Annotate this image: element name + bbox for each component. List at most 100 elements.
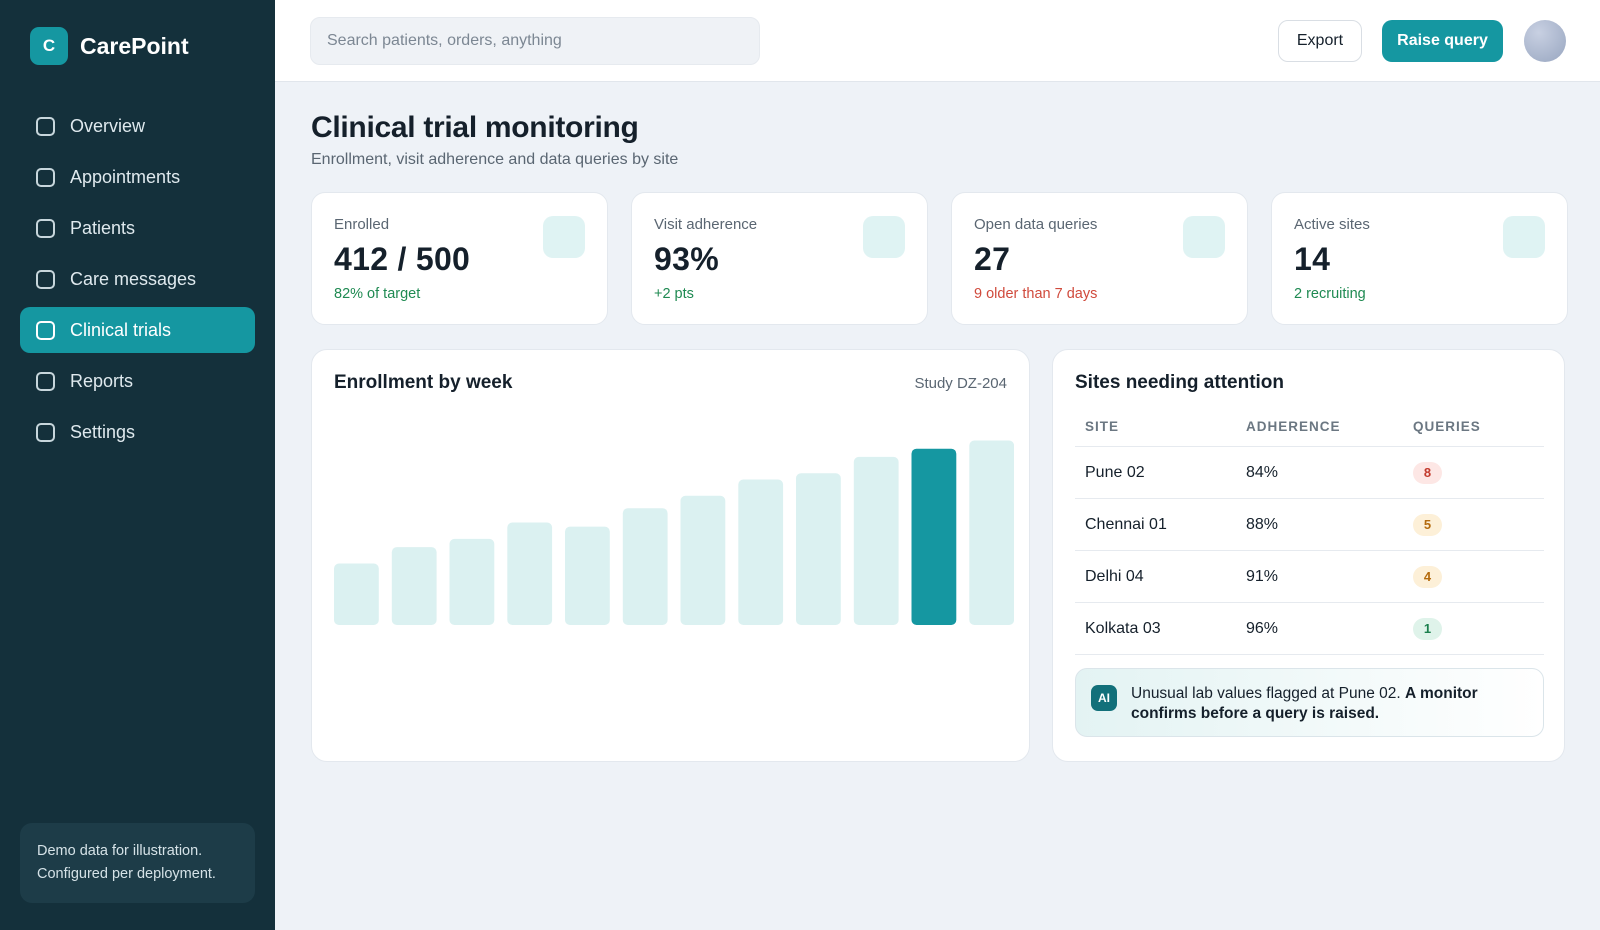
sidebar-item-appointments[interactable]: Appointments [20,154,255,200]
sidebar-item-label: Overview [70,115,146,136]
queries-count-badge: 4 [1413,565,1442,588]
enrollment-bar-chart [334,440,1014,625]
settings-icon [36,422,55,442]
site-adherence: 91% [1246,567,1279,585]
sites-title: Sites needing attention [1075,372,1285,393]
reports-icon [36,371,55,391]
study-tag: Study DZ-204 [914,375,1007,392]
kpi-card-enrolled: Enrolled 412 / 500 82% of target [311,192,608,325]
column-header-queries: QUERIES [1413,419,1481,434]
kpi-value: 27 [974,241,1011,277]
column-header-site: SITE [1085,419,1120,434]
raise-query-button[interactable]: Raise query [1382,20,1503,62]
care-messages-icon [36,269,55,289]
ai-note-main: Unusual lab values flagged at Pune 02. [1131,685,1401,702]
sidebar-item-reports[interactable]: Reports [20,358,255,404]
queries-count-badge: 1 [1413,617,1442,640]
enrollment-title: Enrollment by week [334,372,513,393]
queries-count-badge: 5 [1413,513,1442,536]
user-avatar[interactable] [1524,20,1566,62]
kpi-delta: +2 pts [654,286,694,302]
sites-panel: Sites needing attention SITE ADHERENCE Q… [1052,349,1565,762]
enrollment-bar [853,456,899,625]
search-box[interactable] [310,17,760,65]
sidebar-item-care-messages[interactable]: Care messages [20,256,255,302]
sidebar-item-label: Patients [70,217,136,238]
queries-count-badge: 8 [1413,461,1442,484]
kpi-value: 93% [654,241,719,277]
overview-icon [36,116,55,136]
sidebar-nav: Overview Appointments Patients Care mess… [20,103,255,460]
patients-icon [36,218,55,238]
kpi-icon [1503,216,1545,258]
site-adherence: 96% [1246,619,1279,637]
kpi-label: Active sites [1294,216,1370,233]
kpi-delta: 82% of target [334,286,421,302]
clinical-trials-icon [36,320,55,340]
brand[interactable]: C CarePoint [30,27,189,65]
demo-note-line1: Demo data for illustration. [37,843,203,859]
site-name: Pune 02 [1085,463,1145,481]
kpi-value: 412 / 500 [334,241,471,277]
topbar: Export Raise query [275,0,1600,82]
demo-note-line2: Configured per deployment. [37,866,216,882]
enrollment-bar [334,563,379,625]
sidebar-item-label: Clinical trials [70,319,172,340]
enrollment-bar [680,495,726,625]
enrollment-bar [449,538,495,625]
table-row[interactable]: Delhi 04 91% 4 [1075,551,1544,603]
ai-icon: AI [1091,685,1117,711]
sidebar-item-patients[interactable]: Patients [20,205,255,251]
enrollment-bar [796,473,841,625]
kpi-value: 14 [1294,241,1331,277]
enrollment-bar [738,479,784,625]
export-button[interactable]: Export [1278,20,1362,62]
kpi-label: Visit adherence [654,216,758,233]
brand-logo: C [30,27,68,65]
sites-table: SITE ADHERENCE QUERIES Pune 02 84% 8 Che… [1075,407,1544,655]
site-name: Delhi 04 [1085,567,1144,585]
sidebar-item-label: Appointments [70,166,181,187]
ai-note-emphasis: A monitor confirms before a query is rai… [1131,685,1478,722]
kpi-label: Open data queries [974,216,1098,233]
page-subtitle: Enrollment, visit adherence and data que… [311,151,679,168]
table-row[interactable]: Kolkata 03 96% 1 [1075,603,1544,655]
site-adherence: 88% [1246,515,1279,533]
site-name: Kolkata 03 [1085,619,1161,637]
kpi-icon [863,216,905,258]
sidebar-item-overview[interactable]: Overview [20,103,255,149]
enrollment-panel: Enrollment by week Study DZ-204 [311,349,1030,762]
sidebar-item-label: Reports [70,370,134,391]
search-input[interactable] [311,18,759,64]
enrollment-bar [622,508,668,625]
site-adherence: 84% [1246,463,1279,481]
kpi-icon [543,216,585,258]
ai-note-text: Unusual lab values flagged at Pune 02. A… [1131,684,1531,724]
kpi-delta: 2 recruiting [1294,286,1366,302]
sidebar-item-settings[interactable]: Settings [20,409,255,455]
column-header-adherence: ADHERENCE [1246,419,1341,434]
ai-flag-note: AI Unusual lab values flagged at Pune 02… [1075,668,1544,737]
kpi-delta: 9 older than 7 days [974,286,1098,302]
kpi-label: Enrolled [334,216,390,233]
kpi-card-active-sites: Active sites 14 2 recruiting [1271,192,1568,325]
page-title: Clinical trial monitoring [311,111,639,144]
table-row[interactable]: Pune 02 84% 8 [1075,447,1544,499]
enrollment-bar [391,547,437,625]
table-header: SITE ADHERENCE QUERIES [1075,407,1544,447]
enrollment-bar [507,522,553,625]
sidebar-item-label: Settings [70,421,136,442]
table-row[interactable]: Chennai 01 88% 5 [1075,499,1544,551]
demo-data-note: Demo data for illustration. Configured p… [20,823,255,903]
kpi-card-visit-adherence: Visit adherence 93% +2 pts [631,192,928,325]
enrollment-bar [969,440,1014,625]
enrollment-bar [911,448,957,625]
enrollment-bar [565,526,610,625]
kpi-card-open-queries: Open data queries 27 9 older than 7 days [951,192,1248,325]
appointments-icon [36,167,55,187]
sidebar-item-clinical-trials[interactable]: Clinical trials [20,307,255,353]
brand-name: CarePoint [80,32,189,59]
kpi-icon [1183,216,1225,258]
sidebar: C CarePoint Overview Appointments Patien… [0,0,275,930]
sidebar-item-label: Care messages [70,268,197,289]
